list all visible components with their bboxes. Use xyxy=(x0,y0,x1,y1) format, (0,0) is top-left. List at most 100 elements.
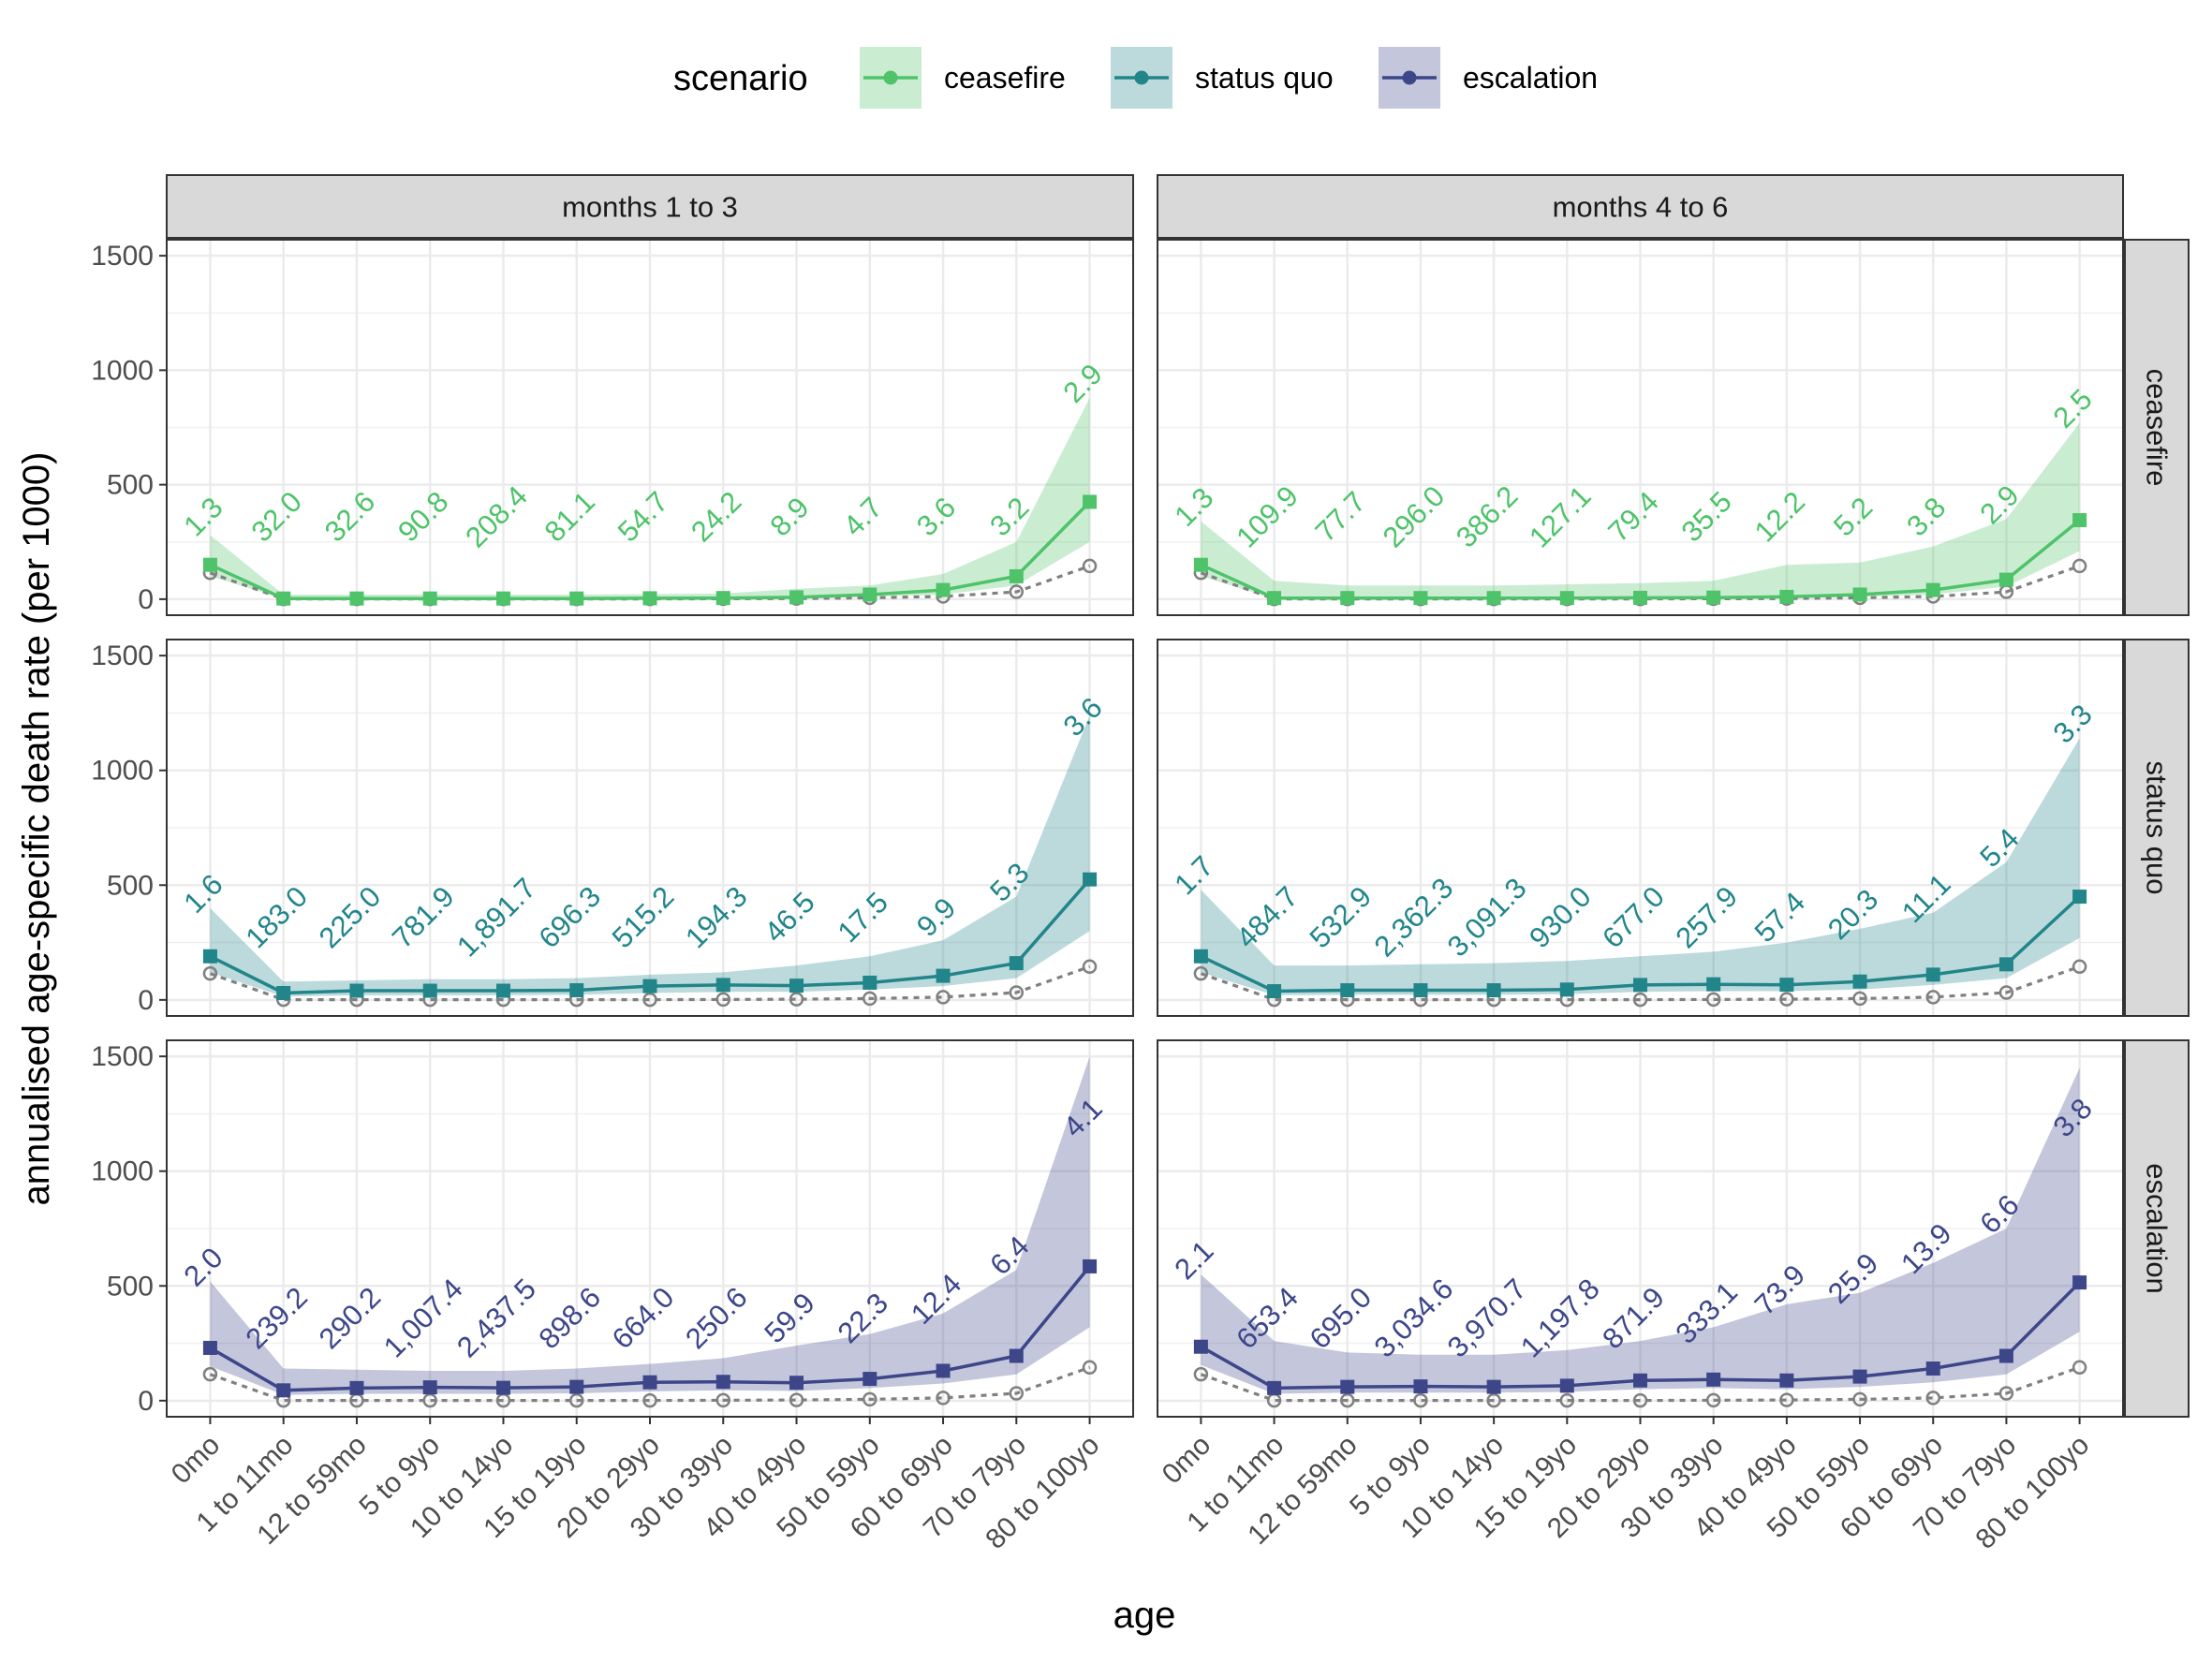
baseline-point xyxy=(1925,1391,1940,1405)
scenario-point xyxy=(495,591,510,606)
legend-item: status quo xyxy=(1111,47,1334,109)
panel: 1.3 32.0 32.6 90.8 208.4 81.1 54.7 24.2 8.9 4.7 3.… xyxy=(166,239,1134,616)
scenario-point xyxy=(1633,590,1647,605)
scenario-point xyxy=(202,949,217,964)
scenario-point xyxy=(1193,949,1208,964)
baseline-point xyxy=(863,991,877,1007)
y-tick-label: 0 xyxy=(138,584,154,615)
scenario-point xyxy=(1009,1348,1024,1363)
baseline-point xyxy=(936,1391,951,1405)
scenario-point xyxy=(2072,1275,2087,1290)
baseline-point xyxy=(1193,1366,1209,1382)
scenario-point xyxy=(1779,978,1794,993)
baseline-line xyxy=(209,1365,1091,1403)
column-strip-label: months 1 to 3 xyxy=(562,191,738,224)
scenario-point xyxy=(1633,978,1647,993)
scenario-point xyxy=(863,975,877,990)
scenario-point xyxy=(422,591,437,606)
baseline-point xyxy=(715,992,731,1008)
scenario-point xyxy=(1267,1380,1282,1395)
y-tick-label: 1500 xyxy=(91,640,154,671)
baseline-point xyxy=(1009,584,1025,599)
scenario-point xyxy=(1413,591,1428,606)
scenario-point xyxy=(569,591,584,606)
baseline-point xyxy=(1632,1392,1648,1408)
scenario-point xyxy=(789,590,804,605)
row-strip xyxy=(2124,639,2190,1017)
scenario-point xyxy=(1083,872,1098,887)
scenario-point xyxy=(715,978,730,993)
row-strip-label: ceasefire xyxy=(2141,369,2174,487)
legend-item: escalation xyxy=(1379,47,1598,109)
scenario-point xyxy=(276,985,291,1000)
column-strip xyxy=(166,174,1134,239)
scenario-point xyxy=(1925,582,1940,597)
scenario-point xyxy=(1193,557,1208,572)
x-axis-title: age xyxy=(1113,1595,1176,1636)
y-tick-label: 1500 xyxy=(91,241,154,272)
baseline-point xyxy=(642,1392,657,1408)
baseline-line xyxy=(1200,1365,2081,1403)
row-strip-label: escalation xyxy=(2141,1163,2174,1294)
baseline-point xyxy=(1779,1392,1794,1407)
scenario-point xyxy=(1852,1369,1867,1384)
baseline-line xyxy=(209,964,1091,1002)
baseline-point xyxy=(202,965,218,981)
scenario-point xyxy=(349,591,364,606)
baseline-point xyxy=(1779,992,1794,1007)
scenario-point xyxy=(1633,1373,1647,1388)
baseline-point xyxy=(1852,991,1867,1007)
row-strip xyxy=(2124,1039,2190,1418)
scenario-point xyxy=(276,1383,291,1398)
baseline-point xyxy=(1632,992,1648,1008)
scenario-point xyxy=(349,983,364,998)
scenario-point xyxy=(1267,984,1282,999)
scenario-point xyxy=(1779,589,1794,604)
panel-border xyxy=(166,639,1134,1017)
scenario-point xyxy=(1486,983,1501,998)
baseline-point xyxy=(1998,985,2014,1000)
scenario-point xyxy=(936,1363,951,1378)
scenario-point xyxy=(569,1379,584,1394)
scenario-point xyxy=(422,1380,437,1395)
scenario-point xyxy=(642,979,657,993)
column-strip xyxy=(1157,174,2124,239)
scenario-point xyxy=(642,591,657,606)
y-tick-label: 1000 xyxy=(91,756,154,787)
y-tick-label: 500 xyxy=(107,870,154,901)
scenario-point xyxy=(569,983,584,998)
scenario-point xyxy=(789,979,804,993)
baseline-point xyxy=(1082,1360,1098,1376)
scenario-point xyxy=(1486,1379,1501,1394)
scenario-point xyxy=(1779,1373,1794,1388)
baseline-point xyxy=(789,992,804,1007)
uncertainty-ribbon xyxy=(210,1056,1090,1395)
panel: 2.1653.4695.03,034.63,970.71,197.8871.93… xyxy=(1157,1039,2124,1418)
baseline-line xyxy=(1200,964,2081,1002)
scenario-point xyxy=(1193,1339,1208,1354)
legend-key-point xyxy=(1134,70,1149,85)
scenario-point xyxy=(1998,572,2013,587)
scenario-point xyxy=(1267,591,1282,606)
scenario-point xyxy=(863,1372,877,1387)
baseline-point xyxy=(1705,1392,1721,1408)
baseline-point xyxy=(1486,1392,1501,1408)
scenario-point xyxy=(1413,983,1428,998)
legend-title: scenario xyxy=(673,59,808,98)
scenario-point xyxy=(1559,1378,1574,1393)
scenario-point xyxy=(1852,974,1867,989)
scenario-point xyxy=(1706,590,1721,605)
scenario-point xyxy=(1998,1348,2013,1363)
baseline-point xyxy=(1925,990,1940,1005)
y-tick-label: 500 xyxy=(107,470,154,501)
y-tick-label: 1500 xyxy=(91,1041,154,1072)
baseline-point xyxy=(568,1392,584,1408)
row-strip xyxy=(2124,239,2190,616)
panel: 1.6 183.0225.0781.91,891.7696.3515.2194.3… xyxy=(166,639,1134,1017)
scenario-point xyxy=(422,983,437,998)
panel-border xyxy=(1157,639,2124,1017)
y-tick-label: 0 xyxy=(138,1386,154,1417)
panel-border xyxy=(166,239,1134,616)
